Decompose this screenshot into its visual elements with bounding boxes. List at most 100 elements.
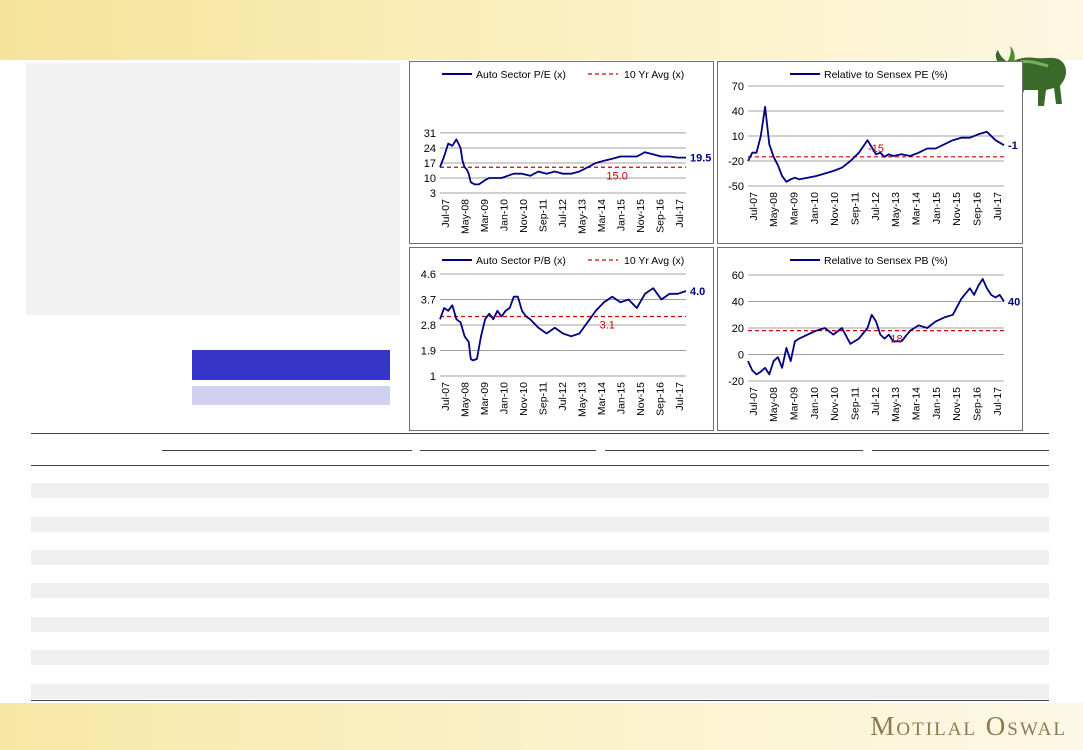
x-tick-label: Jul-07: [748, 192, 760, 221]
table-row: [31, 550, 1049, 565]
x-tick-label: Jul-17: [992, 387, 1004, 416]
y-tick-label: 1.9: [421, 346, 436, 358]
y-tick-label: 40: [732, 106, 744, 118]
x-tick-label: Jul-17: [674, 382, 686, 411]
table-top-rule: [31, 433, 1049, 434]
footer-band: [0, 703, 1083, 750]
x-tick-label: Nov-15: [951, 387, 963, 421]
table-group-rule-3: [605, 450, 863, 451]
y-tick-label: 20: [732, 323, 744, 335]
x-tick-label: Nov-10: [829, 192, 841, 226]
x-tick-label: Jan-15: [615, 199, 627, 231]
y-tick-label: 17: [424, 158, 436, 170]
y-tick-label: 3.7: [421, 295, 436, 307]
chart-relative-pe: -50 -20 10 40 70 Jul-07 May-08 Mar-09 Jan-10 Nov-…: [717, 61, 1023, 244]
x-tick-label: Jan-15: [615, 382, 627, 414]
chart-relative-pb: -20 0 20 40 60 Jul-07 May-08 Mar-09 Jan-10 Nov-10…: [717, 247, 1023, 431]
x-tick-label: Jul-12: [870, 192, 882, 221]
x-tick-label: Jan-10: [809, 192, 821, 224]
table-row: [31, 517, 1049, 532]
y-tick-label: 60: [732, 270, 744, 282]
y-tick-label: 3: [430, 188, 436, 200]
chart-svg: 1 1.9 2.8 3.7 4.6 Jul-07 May-08 Mar-09 Jan-10 Nov…: [421, 255, 706, 417]
x-tick-label: May-13: [890, 387, 902, 422]
table-row: [31, 650, 1049, 665]
x-tick-label: Jul-17: [992, 192, 1004, 221]
avg-value-label: 3.1: [600, 320, 615, 332]
y-tick-label: 24: [424, 143, 436, 155]
x-tick-label: Sep-11: [849, 387, 861, 420]
legend-label: Auto Sector P/E (x): [476, 69, 566, 81]
chart-svg: -20 0 20 40 60 Jul-07 May-08 Mar-09 Jan-10 Nov-10…: [728, 255, 1020, 422]
x-tick-label: Jan-10: [498, 382, 510, 414]
x-tick-label: Mar-09: [479, 382, 491, 415]
x-tick-label: May-13: [576, 199, 588, 234]
y-tick-label: 40: [732, 297, 744, 309]
avg-value-label: 15.0: [606, 170, 627, 182]
x-tick-label: Jan-15: [931, 387, 943, 419]
y-tick-label: -20: [728, 156, 744, 168]
x-tick-label: Nov-10: [518, 382, 530, 416]
header-band: [0, 0, 1083, 60]
avg-value-label: 18: [890, 334, 902, 346]
x-tick-label: Jul-17: [674, 199, 686, 228]
x-tick-label: Sep-16: [971, 192, 983, 226]
x-tick-label: Sep-11: [537, 382, 549, 415]
x-tick-label: Mar-09: [479, 199, 491, 232]
legend-label: Relative to Sensex PE (%): [824, 69, 948, 81]
x-tick-label: Sep-16: [971, 387, 983, 421]
series-line: [747, 105, 1005, 183]
x-tick-label: Mar-14: [596, 382, 608, 415]
y-tick-label: 70: [732, 81, 744, 93]
x-tick-label: Mar-09: [788, 192, 800, 225]
x-tick-label: Jul-12: [870, 387, 882, 416]
x-tick-label: Mar-09: [788, 387, 800, 420]
x-tick-label: Sep-11: [537, 199, 549, 232]
y-tick-label: 4.6: [421, 269, 436, 281]
y-tick-label: -50: [728, 181, 744, 193]
legend-label: Relative to Sensex PB (%): [824, 255, 948, 267]
y-tick-label: 0: [738, 350, 744, 362]
highlight-bar: [192, 350, 390, 380]
sub-highlight-bar: [192, 386, 390, 405]
x-tick-label: Mar-14: [596, 199, 608, 232]
table-row: [31, 483, 1049, 498]
table-row: [31, 684, 1049, 699]
table-header-rule: [31, 465, 1049, 466]
table-group-rule-2: [420, 450, 596, 451]
chart-auto-pe: 3 10 17 24 31 Jul-07 May-08 Mar-09 Jan-10 Nov-10 S…: [409, 61, 714, 244]
text-panel: [26, 63, 400, 315]
y-tick-label: -20: [728, 376, 744, 388]
y-tick-label: 10: [424, 173, 436, 185]
table-bottom-rule: [31, 700, 1049, 701]
x-tick-label: Sep-16: [654, 199, 666, 233]
series-line: [439, 287, 687, 362]
chart-svg: -50 -20 10 40 70 Jul-07 May-08 Mar-09 Jan-10 Nov-…: [728, 69, 1018, 227]
x-tick-label: Jul-12: [557, 382, 569, 411]
last-value-label: 40: [1008, 297, 1020, 309]
y-tick-label: 1: [430, 371, 436, 383]
last-value-label: 4.0: [690, 286, 705, 298]
x-tick-label: Jan-10: [809, 387, 821, 419]
x-tick-label: Jan-10: [498, 199, 510, 231]
avg-value-label: -15: [868, 143, 884, 155]
chart-auto-pb: 1 1.9 2.8 3.7 4.6 Jul-07 May-08 Mar-09 Jan-10 Nov…: [409, 247, 714, 431]
x-tick-label: Sep-11: [849, 192, 861, 225]
chart-svg: 3 10 17 24 31 Jul-07 May-08 Mar-09 Jan-10 Nov-10 S…: [424, 69, 712, 234]
series-line: [439, 138, 686, 186]
x-tick-label: Nov-10: [829, 387, 841, 421]
x-tick-label: Nov-15: [951, 192, 963, 226]
table-row: [31, 617, 1049, 632]
legend-label-avg: 10 Yr Avg (x): [624, 255, 684, 267]
x-tick-label: May-13: [576, 382, 588, 417]
x-tick-label: May-08: [768, 192, 780, 227]
brand-logo-text: Motilal Oswal: [870, 711, 1067, 741]
x-tick-label: Jul-07: [748, 387, 760, 416]
x-tick-label: Jul-12: [557, 199, 569, 228]
y-tick-label: 31: [424, 128, 436, 140]
y-tick-label: 10: [732, 131, 744, 143]
x-tick-label: Mar-14: [910, 387, 922, 420]
legend-label-avg: 10 Yr Avg (x): [624, 69, 684, 81]
x-tick-label: May-13: [890, 192, 902, 227]
table-group-rule-1: [162, 450, 412, 451]
